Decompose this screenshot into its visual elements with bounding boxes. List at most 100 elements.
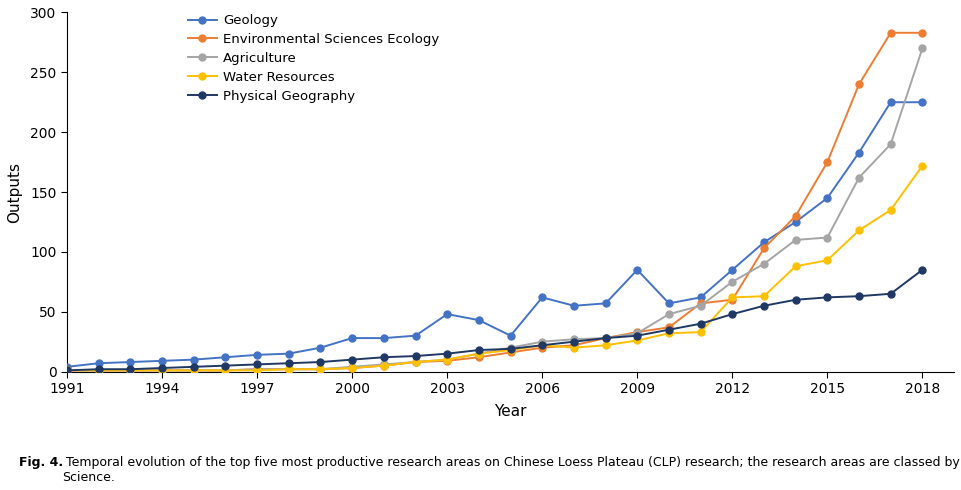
Physical Geography: [157, 365, 168, 371]
Agriculture: [188, 368, 200, 373]
Geology: [157, 358, 168, 364]
Agriculture: [346, 364, 357, 370]
Geology: [536, 294, 548, 300]
Environmental Sciences Ecology: [220, 368, 232, 373]
Environmental Sciences Ecology: [822, 159, 833, 165]
Water Resources: [62, 368, 73, 373]
Agriculture: [695, 303, 706, 309]
Environmental Sciences Ecology: [885, 30, 897, 36]
Geology: [62, 364, 73, 370]
Geology: [505, 333, 516, 339]
Water Resources: [600, 343, 611, 348]
Environmental Sciences Ecology: [505, 349, 516, 355]
Water Resources: [473, 351, 484, 357]
Water Resources: [283, 366, 295, 372]
Physical Geography: [505, 346, 516, 352]
Agriculture: [283, 366, 295, 372]
Geology: [727, 267, 738, 273]
Physical Geography: [853, 293, 865, 299]
Line: Geology: Geology: [63, 99, 925, 370]
Geology: [378, 335, 389, 341]
Environmental Sciences Ecology: [663, 324, 675, 330]
Agriculture: [822, 235, 833, 241]
Geology: [441, 311, 453, 317]
Agriculture: [220, 368, 232, 373]
Agriculture: [409, 359, 421, 365]
Water Resources: [822, 257, 833, 263]
Water Resources: [917, 163, 928, 169]
Geology: [853, 149, 865, 155]
Physical Geography: [600, 335, 611, 341]
Agriculture: [727, 279, 738, 285]
Environmental Sciences Ecology: [600, 335, 611, 341]
Water Resources: [505, 347, 516, 353]
Physical Geography: [663, 327, 675, 333]
Water Resources: [631, 338, 643, 343]
Geology: [917, 99, 928, 105]
Agriculture: [790, 237, 801, 243]
Physical Geography: [125, 366, 136, 372]
Agriculture: [252, 366, 263, 372]
Environmental Sciences Ecology: [252, 366, 263, 372]
Geology: [758, 240, 770, 245]
Text: Fig. 4.: Fig. 4.: [19, 456, 63, 469]
Water Resources: [252, 368, 263, 373]
Physical Geography: [283, 360, 295, 366]
Line: Water Resources: Water Resources: [63, 162, 925, 374]
Environmental Sciences Ecology: [283, 366, 295, 372]
Agriculture: [125, 368, 136, 373]
Physical Geography: [473, 347, 484, 353]
Agriculture: [62, 368, 73, 373]
Physical Geography: [252, 362, 263, 368]
Water Resources: [536, 343, 548, 348]
Environmental Sciences Ecology: [125, 368, 136, 373]
Geology: [600, 300, 611, 306]
Physical Geography: [315, 359, 327, 365]
Physical Geography: [822, 294, 833, 300]
Agriculture: [568, 336, 579, 342]
Geology: [885, 99, 897, 105]
Physical Geography: [727, 311, 738, 317]
Environmental Sciences Ecology: [631, 329, 643, 335]
Physical Geography: [441, 351, 453, 357]
Text: Temporal evolution of the top five most productive research areas on Chinese Loe: Temporal evolution of the top five most …: [62, 456, 961, 484]
Line: Physical Geography: Physical Geography: [63, 267, 925, 374]
Line: Environmental Sciences Ecology: Environmental Sciences Ecology: [63, 29, 925, 374]
Geology: [409, 333, 421, 339]
Water Resources: [157, 368, 168, 373]
Agriculture: [473, 351, 484, 357]
Agriculture: [631, 330, 643, 336]
Physical Geography: [568, 339, 579, 344]
Agriculture: [758, 261, 770, 267]
Physical Geography: [346, 357, 357, 363]
Water Resources: [93, 368, 105, 373]
Geology: [790, 219, 801, 225]
Water Resources: [220, 368, 232, 373]
Water Resources: [695, 329, 706, 335]
Geology: [822, 195, 833, 201]
Agriculture: [505, 345, 516, 351]
Physical Geography: [93, 366, 105, 372]
Environmental Sciences Ecology: [157, 368, 168, 373]
X-axis label: Year: Year: [494, 404, 527, 419]
Environmental Sciences Ecology: [758, 245, 770, 251]
Physical Geography: [62, 368, 73, 373]
Environmental Sciences Ecology: [727, 297, 738, 303]
Water Resources: [853, 227, 865, 233]
Environmental Sciences Ecology: [441, 358, 453, 364]
Environmental Sciences Ecology: [315, 366, 327, 372]
Physical Geography: [409, 353, 421, 359]
Water Resources: [663, 330, 675, 336]
Agriculture: [378, 362, 389, 368]
Physical Geography: [220, 363, 232, 368]
Agriculture: [93, 368, 105, 373]
Environmental Sciences Ecology: [853, 81, 865, 87]
Environmental Sciences Ecology: [473, 354, 484, 360]
Environmental Sciences Ecology: [536, 345, 548, 351]
Physical Geography: [378, 354, 389, 360]
Physical Geography: [536, 343, 548, 348]
Physical Geography: [188, 364, 200, 370]
Environmental Sciences Ecology: [346, 365, 357, 371]
Geology: [663, 300, 675, 306]
Environmental Sciences Ecology: [790, 213, 801, 219]
